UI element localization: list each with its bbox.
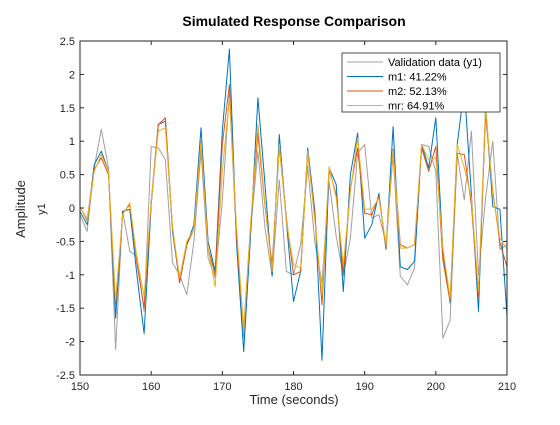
x-tick-label: 160: [142, 381, 160, 393]
x-axis-label: Time (seconds): [249, 392, 338, 407]
data-layer: [79, 48, 508, 361]
legend-entry: m1: 41.22%: [388, 72, 447, 84]
y-tick-label: 0.5: [60, 170, 75, 182]
y-axis-label: Amplitude: [13, 180, 28, 238]
channel-label: y1: [36, 203, 48, 215]
legend-entry: mr: 64.91%: [388, 101, 444, 113]
y-tick-label: 1.5: [60, 103, 75, 115]
legend-entry: Validation data (y1): [388, 57, 482, 69]
legend: Validation data (y1) m1: 41.22% m2: 52.13%…: [341, 52, 501, 113]
y-tick-label: 2.5: [60, 36, 75, 48]
chart-title: Simulated Response Comparison: [182, 13, 405, 29]
x-tick-label: 190: [355, 381, 373, 393]
legend-box: [341, 52, 501, 113]
y-tick-label: -1.5: [56, 303, 75, 315]
series-line-4: [79, 97, 508, 333]
x-tick-label: 150: [71, 381, 89, 393]
y-tick-label: 1: [69, 136, 75, 148]
y-tick-label: -2: [65, 337, 75, 349]
x-tick-label: 180: [284, 381, 302, 393]
x-tick-label: 210: [498, 381, 516, 393]
y-tick-label: 0: [69, 203, 75, 215]
x-tick-label: 200: [427, 381, 445, 393]
y-tick-label: -1: [65, 270, 75, 282]
tick-layer: 150 160 170 180 190 200 210 -2.5 -2 -1.5 -1 -0.5 0 0.…: [56, 36, 516, 393]
y-tick-label: 2: [69, 69, 75, 81]
legend-entry: m2: 52.13%: [388, 86, 447, 98]
y-tick-label: -2.5: [56, 370, 75, 382]
y-tick-label: -0.5: [56, 236, 75, 248]
x-tick-label: 170: [213, 381, 231, 393]
